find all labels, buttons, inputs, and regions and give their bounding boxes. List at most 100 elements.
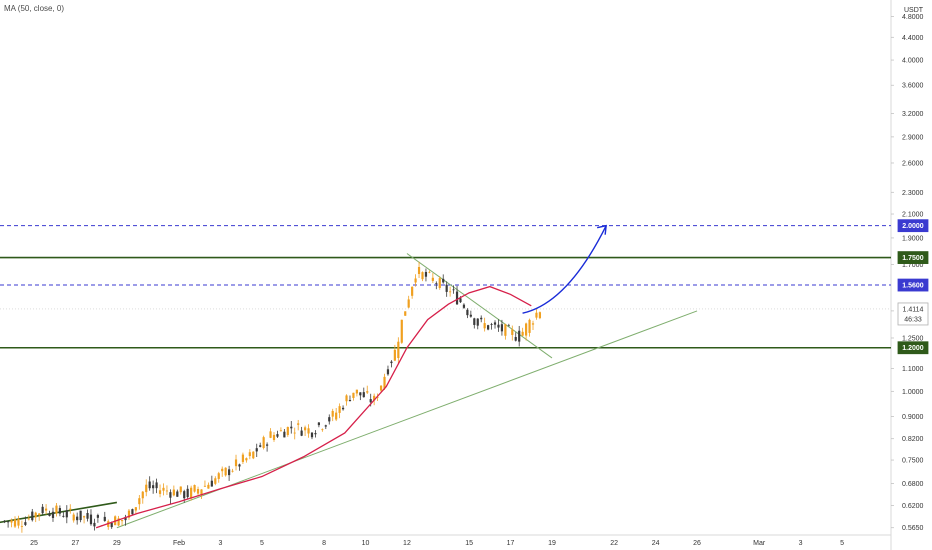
y-tick-label: 0.7500 [902, 458, 924, 465]
y-tick-label: 1.7000 [902, 262, 924, 269]
price-tag-label: 2.0000 [902, 223, 924, 230]
candle-body [404, 311, 407, 316]
candle-body [341, 407, 345, 410]
candle-body [300, 430, 303, 436]
candle-body [27, 518, 30, 520]
candles [3, 261, 542, 533]
candle-body [276, 434, 279, 437]
price-tag-box [897, 219, 929, 233]
y-tick-label: 0.5650 [902, 525, 924, 532]
price-tags: 2.0000 1.7500 1.5600 1.2000 1.4114 46:33 [897, 219, 929, 355]
y-tick-label: 2.6000 [902, 160, 924, 167]
candle-body [48, 513, 51, 517]
candle-body [158, 490, 162, 494]
candle-body [369, 399, 372, 403]
candle-body [449, 291, 452, 293]
candle-body [148, 481, 151, 489]
price-tag-label: 1.7500 [902, 255, 924, 262]
candle-body [379, 385, 383, 391]
x-tick-label: Feb [173, 540, 185, 547]
x-tick-label: 3 [219, 540, 223, 547]
countdown-label: 46:33 [904, 316, 922, 323]
candle-body [428, 271, 431, 273]
candle-body [531, 323, 535, 325]
candle-body [417, 266, 421, 274]
candle-body [355, 389, 358, 394]
candle-body [134, 507, 137, 511]
x-tick-label: 10 [362, 540, 370, 547]
y-tick-label: 0.8200 [902, 436, 924, 443]
candle-body [314, 433, 317, 435]
x-tick-label: 26 [693, 540, 701, 547]
x-tick-label: 8 [322, 540, 326, 547]
price-tag-box [897, 278, 929, 292]
trendline [116, 310, 698, 529]
trendline [406, 253, 553, 359]
horizontal-levels [0, 225, 891, 349]
candle-body [200, 489, 203, 495]
candle-body [476, 318, 479, 326]
candle-body [504, 324, 507, 336]
candle-body [535, 312, 538, 318]
candle-body [331, 410, 334, 417]
candle-body [41, 506, 44, 514]
y-tick-label: 2.3000 [902, 190, 924, 197]
candle-body [469, 314, 472, 317]
candle-body [24, 522, 27, 525]
candle-body [165, 490, 169, 492]
candle-body [62, 515, 65, 517]
price-axis-panel[interactable] [891, 0, 932, 550]
candle-body [17, 519, 20, 526]
candle-body [231, 470, 234, 472]
candle-body [442, 278, 445, 283]
candle-body [217, 473, 220, 479]
candle-body [466, 309, 469, 316]
candle-body [203, 485, 207, 487]
x-tick-label: 17 [507, 540, 515, 547]
candle-body [221, 468, 224, 472]
candle-body [345, 395, 348, 402]
candle-body [480, 317, 483, 320]
ma-line [95, 285, 532, 529]
candle-body [65, 510, 68, 518]
candle-body [272, 434, 276, 440]
price-tag-label: 1.5600 [902, 283, 924, 290]
x-tick-label: 19 [548, 540, 556, 547]
candle-body [72, 514, 75, 521]
candle-body [297, 423, 300, 425]
candle-body [38, 513, 41, 516]
candle-body [124, 516, 127, 521]
candle-body [207, 484, 210, 489]
candle-body [359, 392, 362, 396]
candle-body [172, 489, 175, 496]
candle-body [89, 514, 93, 525]
y-tick-label: 2.1000 [902, 212, 924, 219]
candle-body [455, 291, 459, 305]
price-tag-box [897, 251, 929, 264]
candle-body [307, 428, 310, 434]
candle-body [431, 277, 434, 281]
x-tick-label: 5 [840, 540, 844, 547]
candle-body [400, 319, 403, 343]
candle-body [82, 516, 86, 518]
candle-body [493, 322, 497, 325]
candle-body [228, 469, 231, 476]
candle-body [507, 325, 510, 327]
x-tick-label: 25 [30, 540, 38, 547]
candle-body [162, 487, 165, 491]
y-tick-label: 0.9000 [902, 414, 924, 421]
x-tick-label: 5 [260, 540, 264, 547]
y-tick-label: 3.2000 [902, 111, 924, 118]
candle-body [155, 482, 158, 489]
ma-polyline [95, 285, 532, 529]
candle-body [525, 323, 528, 336]
x-tick-label: 24 [652, 540, 660, 547]
candle-body [518, 330, 521, 342]
candle-body [521, 331, 524, 336]
candle-body [13, 519, 17, 527]
candle-body [487, 325, 490, 330]
candle-body [310, 432, 314, 438]
y-tick-label: 1.2500 [902, 335, 924, 342]
y-tick-label: 0.6800 [902, 481, 924, 488]
